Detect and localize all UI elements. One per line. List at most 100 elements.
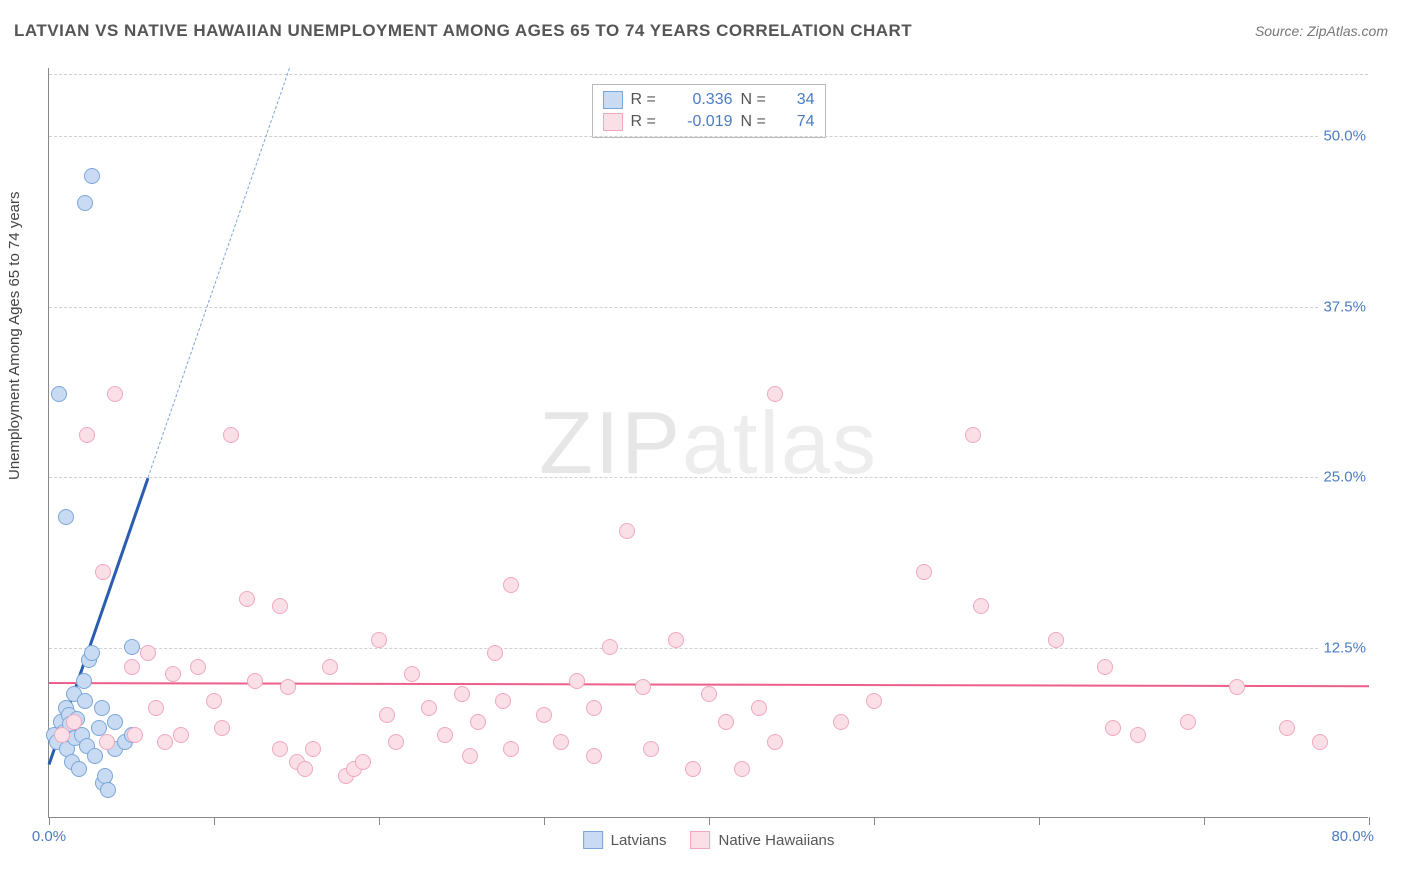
stat-key: N = bbox=[741, 91, 775, 109]
data-point bbox=[148, 700, 164, 716]
data-point bbox=[206, 693, 222, 709]
data-point bbox=[58, 509, 74, 525]
stat-key: R = bbox=[631, 91, 665, 109]
legend-item: Native Hawaiians bbox=[690, 831, 834, 849]
data-point bbox=[965, 427, 981, 443]
legend-item: Latvians bbox=[583, 831, 667, 849]
stat-value: 34 bbox=[783, 91, 815, 109]
data-point bbox=[470, 714, 486, 730]
data-point bbox=[124, 659, 140, 675]
y-tick-label: 50.0% bbox=[1319, 128, 1370, 145]
x-tick bbox=[874, 817, 875, 825]
data-point bbox=[536, 707, 552, 723]
stat-value: -0.019 bbox=[673, 113, 733, 131]
x-tick bbox=[379, 817, 380, 825]
data-point bbox=[124, 639, 140, 655]
x-tick bbox=[1204, 817, 1205, 825]
data-point bbox=[1105, 720, 1121, 736]
data-point bbox=[66, 714, 82, 730]
data-point bbox=[76, 673, 92, 689]
data-point bbox=[437, 727, 453, 743]
plot-region: ZIPatlas R =0.336N =34R =-0.019N =74 Lat… bbox=[48, 68, 1368, 818]
x-tick bbox=[214, 817, 215, 825]
data-point bbox=[87, 748, 103, 764]
legend-swatch bbox=[690, 831, 710, 849]
gridline bbox=[49, 477, 1368, 478]
x-tick bbox=[544, 817, 545, 825]
stats-row: R = 0.336 N = 34 bbox=[603, 89, 815, 111]
chart-area: Unemployment Among Ages 65 to 74 years Z… bbox=[0, 50, 1406, 892]
gridline bbox=[49, 74, 1368, 75]
y-tick-label: 37.5% bbox=[1319, 298, 1370, 315]
data-point bbox=[1279, 720, 1295, 736]
data-point bbox=[272, 741, 288, 757]
trend-line bbox=[148, 68, 290, 477]
stat-key: R = bbox=[631, 113, 665, 131]
data-point bbox=[84, 645, 100, 661]
data-point bbox=[767, 386, 783, 402]
data-point bbox=[95, 564, 111, 580]
data-point bbox=[718, 714, 734, 730]
data-point bbox=[503, 741, 519, 757]
data-point bbox=[503, 577, 519, 593]
data-point bbox=[751, 700, 767, 716]
data-point bbox=[495, 693, 511, 709]
data-point bbox=[602, 639, 618, 655]
data-point bbox=[247, 673, 263, 689]
data-point bbox=[239, 591, 255, 607]
data-point bbox=[99, 734, 115, 750]
series-legend: Latvians Native Hawaiians bbox=[583, 831, 835, 849]
legend-swatch bbox=[603, 113, 623, 131]
data-point bbox=[355, 754, 371, 770]
data-point bbox=[71, 761, 87, 777]
y-axis-label: Unemployment Among Ages 65 to 74 years bbox=[6, 191, 23, 480]
legend-label: Native Hawaiians bbox=[718, 832, 834, 849]
data-point bbox=[916, 564, 932, 580]
data-point bbox=[553, 734, 569, 750]
x-tick bbox=[1369, 817, 1370, 825]
stat-value: 0.336 bbox=[673, 91, 733, 109]
data-point bbox=[685, 761, 701, 777]
data-point bbox=[165, 666, 181, 682]
data-point bbox=[272, 598, 288, 614]
stats-legend: R = 0.336 N = 34 R = -0.019 N = 74 bbox=[592, 84, 826, 138]
watermark: ZIPatlas bbox=[539, 392, 878, 494]
data-point bbox=[140, 645, 156, 661]
data-point bbox=[1312, 734, 1328, 750]
data-point bbox=[157, 734, 173, 750]
data-point bbox=[379, 707, 395, 723]
stat-value: 74 bbox=[783, 113, 815, 131]
data-point bbox=[84, 168, 100, 184]
source-label: Source: ZipAtlas.com bbox=[1255, 23, 1388, 39]
data-point bbox=[767, 734, 783, 750]
data-point bbox=[973, 598, 989, 614]
data-point bbox=[371, 632, 387, 648]
data-point bbox=[51, 386, 67, 402]
data-point bbox=[734, 761, 750, 777]
data-point bbox=[223, 427, 239, 443]
y-tick-label: 12.5% bbox=[1319, 639, 1370, 656]
data-point bbox=[586, 700, 602, 716]
data-point bbox=[173, 727, 189, 743]
stats-row: R = -0.019 N = 74 bbox=[603, 111, 815, 133]
data-point bbox=[77, 195, 93, 211]
y-tick-label: 25.0% bbox=[1319, 469, 1370, 486]
data-point bbox=[297, 761, 313, 777]
data-point bbox=[643, 741, 659, 757]
data-point bbox=[94, 700, 110, 716]
data-point bbox=[586, 748, 602, 764]
gridline bbox=[49, 648, 1368, 649]
data-point bbox=[54, 727, 70, 743]
data-point bbox=[454, 686, 470, 702]
data-point bbox=[1180, 714, 1196, 730]
data-point bbox=[127, 727, 143, 743]
legend-swatch bbox=[603, 91, 623, 109]
chart-title: LATVIAN VS NATIVE HAWAIIAN UNEMPLOYMENT … bbox=[14, 21, 912, 41]
data-point bbox=[1130, 727, 1146, 743]
x-tick-label: 80.0% bbox=[1331, 828, 1374, 845]
data-point bbox=[619, 523, 635, 539]
data-point bbox=[635, 679, 651, 695]
data-point bbox=[701, 686, 717, 702]
stat-key: N = bbox=[741, 113, 775, 131]
data-point bbox=[668, 632, 684, 648]
